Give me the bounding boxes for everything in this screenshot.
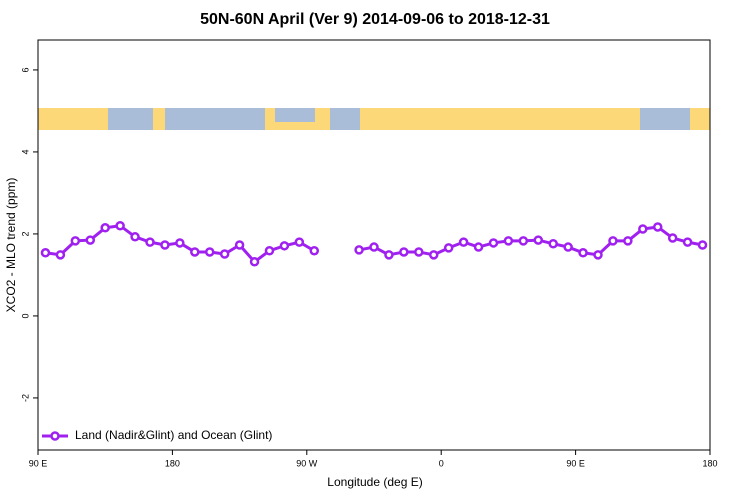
data-point	[354, 245, 364, 255]
legend-label: Land (Nadir&Glint) and Ocean (Glint)	[75, 428, 272, 442]
data-point	[279, 241, 290, 251]
data-point	[533, 235, 544, 245]
y-tick-label: 0	[20, 313, 30, 318]
data-point	[548, 239, 558, 249]
x-axis-label: Longitude (deg E)	[327, 475, 422, 489]
data-point	[473, 242, 484, 252]
data-point	[563, 242, 573, 252]
data-point	[623, 236, 633, 246]
x-tick-label: 90 E	[566, 458, 585, 468]
data-point	[428, 250, 439, 260]
data-point	[458, 237, 469, 247]
data-point	[518, 236, 529, 246]
data-point	[638, 224, 648, 234]
data-point	[234, 240, 245, 250]
data-point	[175, 238, 185, 248]
map-ocean	[165, 108, 265, 130]
x-tick-label: 90 E	[29, 458, 48, 468]
data-point	[652, 222, 663, 232]
data-point	[309, 245, 320, 256]
x-tick-label: 180	[165, 458, 180, 468]
data-point	[384, 250, 394, 260]
data-point	[264, 245, 275, 256]
data-point	[190, 247, 200, 257]
y-tick-label: 6	[20, 67, 30, 72]
map-ocean	[275, 108, 315, 122]
data-point	[294, 237, 305, 247]
x-tick-label: 0	[439, 458, 444, 468]
data-point	[608, 236, 618, 246]
data-point	[100, 223, 110, 233]
data-point	[55, 250, 66, 260]
data-point	[593, 250, 603, 260]
data-point	[697, 240, 708, 250]
data-point	[115, 220, 125, 231]
data-point	[578, 248, 588, 258]
data-point	[145, 237, 155, 247]
data-point	[70, 236, 81, 246]
chart-title: 50N-60N April (Ver 9) 2014-09-06 to 2018…	[200, 11, 550, 28]
map-band	[38, 108, 710, 130]
data-point	[503, 236, 514, 246]
legend-marker	[50, 431, 60, 441]
x-tick-label: 90 W	[296, 458, 318, 468]
data-point	[488, 238, 499, 248]
map-ocean	[108, 108, 153, 130]
y-tick-label: -2	[20, 394, 30, 402]
data-point	[399, 247, 409, 257]
data-point	[682, 237, 693, 247]
x-tick-label: 180	[702, 458, 717, 468]
map-ocean	[330, 108, 360, 130]
data-point	[130, 232, 140, 242]
data-point	[443, 243, 454, 253]
data-point	[85, 235, 96, 245]
data-point	[414, 247, 424, 257]
data-point	[667, 233, 678, 243]
data-point	[40, 248, 51, 258]
y-axis-label: XCO2 - MLO trend (ppm)	[4, 178, 18, 313]
data-point	[160, 240, 170, 250]
y-tick-label: 2	[20, 231, 30, 236]
data-point	[204, 247, 215, 257]
data-point	[219, 249, 230, 259]
data-point	[249, 257, 260, 267]
y-tick-label: 4	[20, 149, 30, 154]
data-point	[369, 242, 379, 252]
map-ocean	[640, 108, 690, 130]
plot-frame	[37, 39, 711, 451]
